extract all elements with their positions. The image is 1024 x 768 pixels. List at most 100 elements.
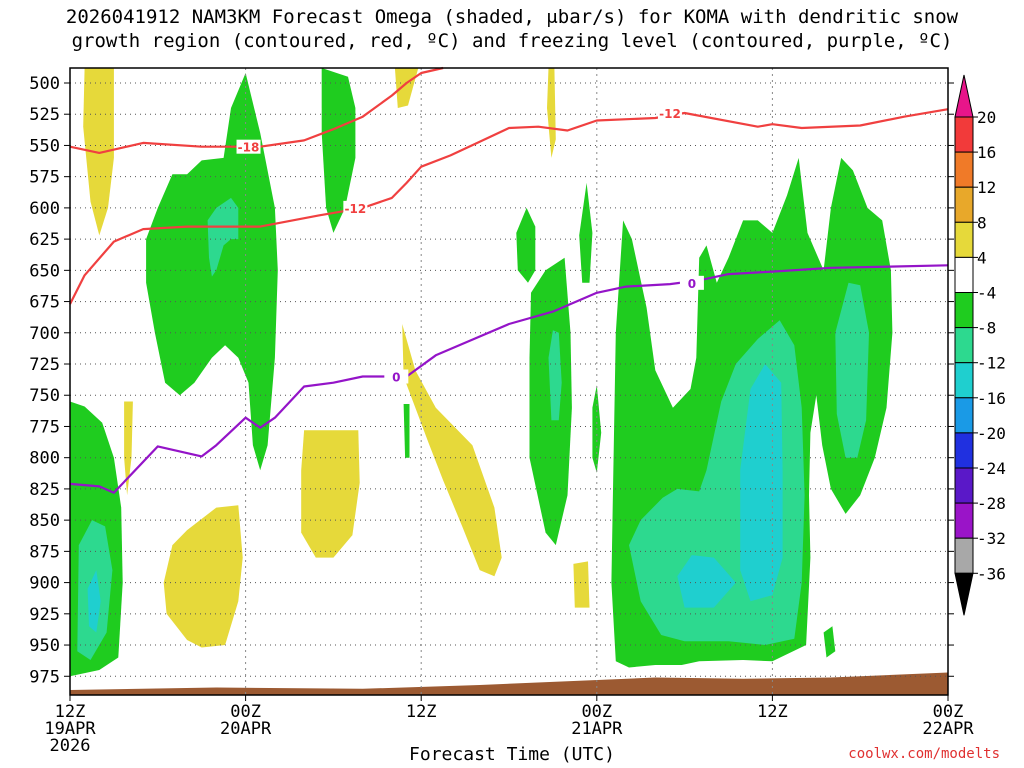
dgz-lower-line	[69, 108, 949, 305]
colorbar-top-arrow	[954, 74, 974, 118]
omega-region-2	[163, 505, 243, 648]
omega-region-19	[207, 197, 239, 277]
colorbar-label-1: 16	[977, 143, 996, 162]
colorbar-bin-3	[954, 186, 974, 223]
ytick-label-800: 800	[29, 449, 60, 469]
chart-title-line-1: 2026041912 NAM3KM Forecast Omega (shaded…	[65, 6, 959, 28]
ground-fill	[70, 672, 948, 695]
ytick-label-725: 725	[29, 355, 60, 375]
colorbar-bin-13	[954, 537, 974, 574]
colorbar-bin-7	[954, 327, 974, 364]
colorbar-label-7: -12	[977, 354, 1006, 373]
omega-region-1	[124, 401, 133, 496]
ytick-label-875: 875	[29, 542, 60, 562]
omega-region-20	[548, 330, 562, 421]
ytick-label-550: 550	[29, 136, 60, 156]
colorbar: 20 16 12 8 4 -4 -8 -12 -16 -20 -24 -28 -32 -36	[954, 74, 1006, 616]
colorbar-label-0: 20	[977, 108, 996, 127]
xtick-label-12-1: 20APR	[220, 719, 272, 739]
omega-region-3	[301, 430, 360, 558]
omega-region-4	[402, 324, 502, 577]
ytick-label-775: 775	[29, 417, 60, 437]
xtick-label-0-0: 12Z	[55, 702, 86, 722]
colorbar-bin-2	[954, 151, 974, 188]
omega-region-22	[835, 282, 869, 458]
xtick-label-48-0: 12Z	[757, 702, 788, 722]
colorbar-bin-9	[954, 397, 974, 434]
omega-region-7	[573, 561, 590, 608]
omega-region-11	[403, 404, 410, 458]
colorbar-label-13: -36	[977, 564, 1006, 583]
omega-region-17	[823, 626, 836, 658]
ytick-label-850: 850	[29, 511, 60, 531]
freezing-label-1-bg	[384, 369, 409, 384]
ytick-label-750: 750	[29, 386, 60, 406]
ytick-label-975: 975	[29, 667, 60, 687]
xtick-label-0-1: 19APR	[44, 719, 96, 739]
ytick-label-650: 650	[29, 261, 60, 281]
colorbar-bin-4	[954, 221, 974, 258]
omega-region-6	[394, 68, 419, 108]
dgz-upper-line	[69, 66, 444, 154]
colorbar-label-11: -28	[977, 494, 1006, 513]
colorbar-label-6: -8	[977, 319, 996, 338]
ytick-label-500: 500	[29, 74, 60, 94]
xtick-label-36-0: 00Z	[581, 702, 612, 722]
xtick-label-36-1: 21APR	[571, 719, 623, 739]
y-axis: 500 525 550 575 600 625 650 675 700 725 750 775 800 8…	[29, 74, 954, 687]
colorbar-label-5: -4	[977, 284, 996, 303]
omega-region-5	[547, 68, 556, 158]
omega-region-24	[87, 570, 101, 633]
colorbar-bin-8	[954, 362, 974, 399]
colorbar-bin-5	[954, 256, 974, 293]
colorbar-label-4: 4	[977, 248, 987, 267]
omega-region-12	[516, 207, 536, 283]
ytick-label-825: 825	[29, 480, 60, 500]
colorbar-bin-12	[954, 502, 974, 539]
ytick-label-600: 600	[29, 199, 60, 219]
freezing-level-line	[69, 264, 949, 494]
ytick-label-925: 925	[29, 605, 60, 625]
dgz-label-1-bg	[236, 139, 261, 154]
ytick-label-625: 625	[29, 230, 60, 250]
colorbar-label-9: -20	[977, 424, 1006, 443]
ytick-label-525: 525	[29, 105, 60, 125]
shaded-regions	[70, 68, 893, 677]
credit-text: coolwx.com/modelts	[848, 746, 1000, 762]
chart-title-line-2: growth region (contoured, red, ºC) and f…	[71, 30, 953, 52]
grid-lines	[70, 68, 948, 695]
xtick-label-12-0: 00Z	[230, 702, 261, 722]
ytick-label-700: 700	[29, 324, 60, 344]
omega-region-10	[321, 68, 356, 233]
xtick-label-24-0: 12Z	[406, 702, 437, 722]
xtick-label-0-2: 2026	[50, 736, 91, 756]
ytick-label-575: 575	[29, 168, 60, 188]
colorbar-bin-1	[954, 116, 974, 153]
freezing-label-1: 0	[392, 371, 400, 385]
ground-layer	[70, 672, 948, 695]
freezing-label-2: 0	[688, 277, 696, 291]
contour-lines: -18 -12 -12 0 0	[69, 66, 949, 494]
freezing-label-2-bg	[679, 275, 704, 290]
colorbar-label-10: -24	[977, 459, 1006, 478]
omega-region-14	[579, 182, 593, 283]
ytick-label-675: 675	[29, 293, 60, 313]
colorbar-bottom-arrow	[954, 572, 974, 616]
xtick-label-60-0: 00Z	[933, 702, 964, 722]
colorbar-bin-6	[954, 292, 974, 329]
xtick-label-60-1: 22APR	[922, 719, 974, 739]
dgz-label-3-bg	[657, 105, 682, 120]
ytick-label-900: 900	[29, 574, 60, 594]
colorbar-bin-10	[954, 432, 974, 469]
plot-frame	[69, 67, 949, 696]
omega-region-25	[677, 555, 736, 608]
ytick-label-950: 950	[29, 636, 60, 656]
x-axis-label: Forecast Time (UTC)	[409, 744, 615, 765]
dgz-label-2-bg	[343, 200, 368, 215]
colorbar-label-12: -32	[977, 529, 1006, 548]
dgz-label-3: -12	[659, 107, 681, 121]
colorbar-label-8: -16	[977, 389, 1006, 408]
colorbar-bin-11	[954, 467, 974, 504]
